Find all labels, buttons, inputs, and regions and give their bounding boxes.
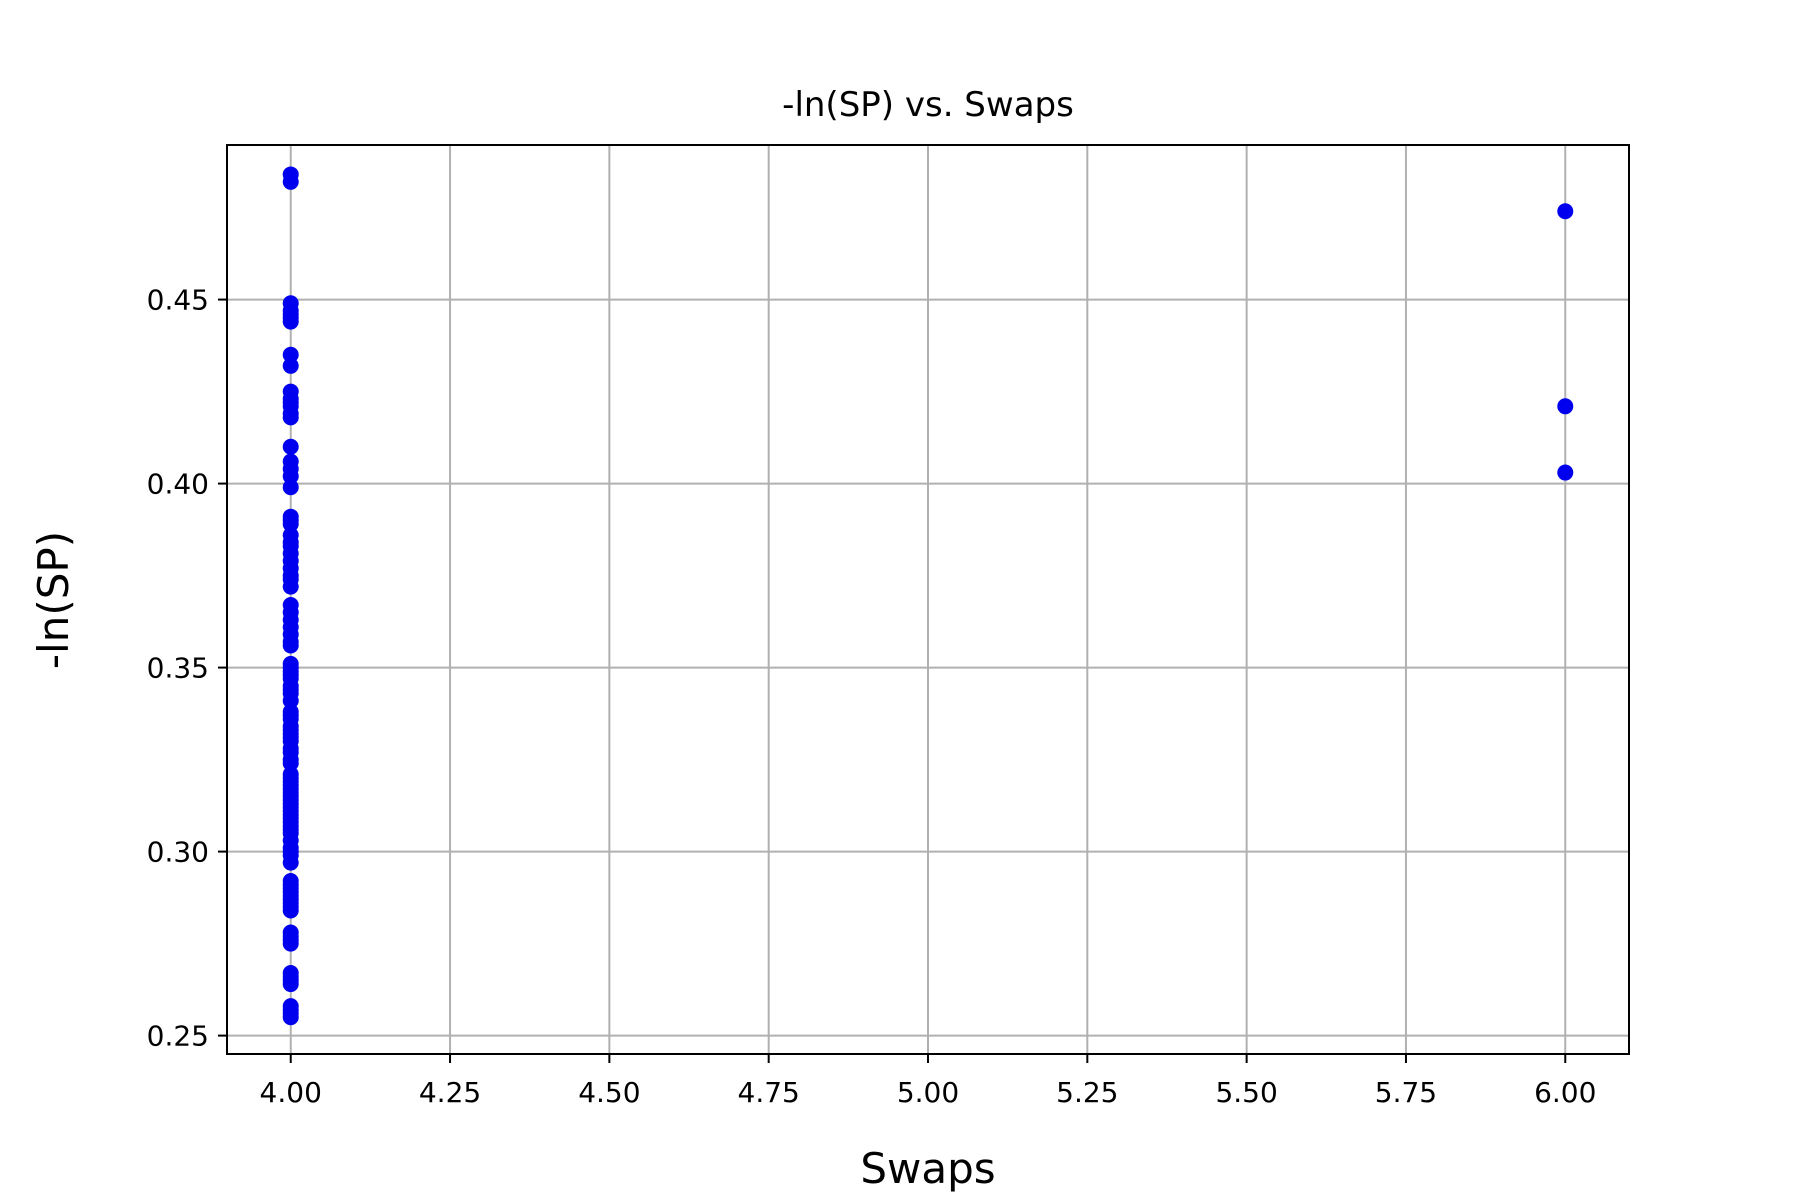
data-point bbox=[1557, 398, 1574, 415]
data-point bbox=[282, 854, 299, 871]
plot-area-frame bbox=[226, 144, 1630, 1055]
x-tick-label: 4.25 bbox=[419, 1076, 481, 1109]
data-point bbox=[282, 935, 299, 952]
x-tick-label: 5.25 bbox=[1056, 1076, 1118, 1109]
x-tick-label: 6.00 bbox=[1534, 1076, 1596, 1109]
x-tick-label: 4.00 bbox=[260, 1076, 322, 1109]
data-point bbox=[282, 438, 299, 455]
x-tick-label: 5.50 bbox=[1215, 1076, 1277, 1109]
y-tick-label: 0.35 bbox=[147, 652, 209, 685]
data-point bbox=[1557, 464, 1574, 481]
data-point bbox=[282, 637, 299, 654]
y-tick-label: 0.25 bbox=[147, 1020, 209, 1053]
data-point bbox=[282, 357, 299, 374]
x-tick-label: 5.75 bbox=[1375, 1076, 1437, 1109]
data-points bbox=[282, 166, 1574, 1026]
x-tick-label: 5.00 bbox=[897, 1076, 959, 1109]
y-axis-title: -ln(SP) bbox=[29, 531, 78, 669]
data-point bbox=[282, 479, 299, 496]
y-axis: 0.25 0.30 0.35 0.40 0.45 bbox=[147, 284, 227, 1053]
chart-title: -ln(SP) vs. Swaps bbox=[782, 85, 1074, 125]
x-axis: 4.00 4.25 4.50 4.75 5.00 5.25 5.50 5.75 6.00 bbox=[260, 1054, 1596, 1109]
data-point bbox=[1557, 203, 1574, 220]
x-tick-label: 4.50 bbox=[578, 1076, 640, 1109]
data-point bbox=[282, 173, 299, 190]
x-axis-title: Swaps bbox=[860, 1144, 995, 1193]
data-point bbox=[282, 409, 299, 426]
y-tick-label: 0.30 bbox=[147, 836, 209, 869]
data-point bbox=[282, 755, 299, 772]
x-tick-label: 4.75 bbox=[738, 1076, 800, 1109]
grid-lines bbox=[227, 145, 1629, 1054]
data-point bbox=[282, 902, 299, 919]
data-point bbox=[282, 692, 299, 709]
data-point bbox=[282, 976, 299, 993]
data-point bbox=[282, 468, 299, 485]
y-tick-label: 0.40 bbox=[147, 468, 209, 501]
data-point bbox=[282, 346, 299, 363]
data-point bbox=[282, 578, 299, 595]
y-tick-label: 0.45 bbox=[147, 284, 209, 317]
data-point bbox=[282, 313, 299, 330]
data-point bbox=[282, 516, 299, 533]
data-point bbox=[282, 1009, 299, 1026]
